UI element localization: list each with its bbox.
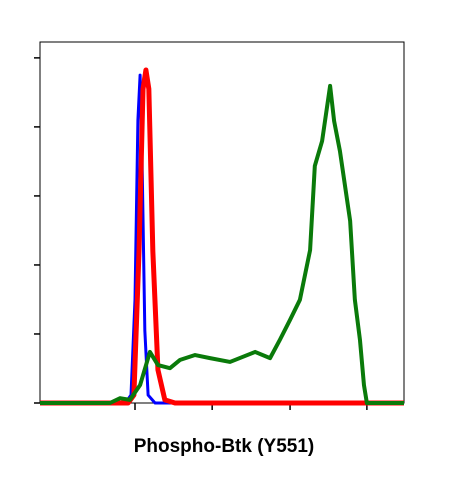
histogram-line — [40, 83, 404, 405]
x-axis-title: Phospho-Btk (Y551) — [134, 436, 315, 457]
